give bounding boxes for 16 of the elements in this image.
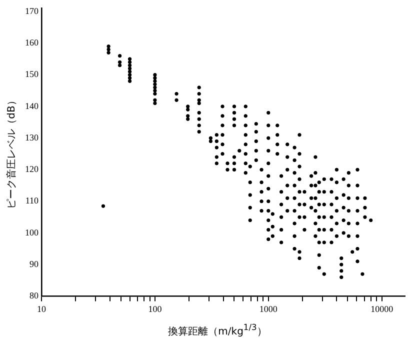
y-tick-label: 100 bbox=[25, 227, 39, 238]
y-tick-label: 170 bbox=[25, 6, 39, 16]
y-tick-label: 140 bbox=[25, 100, 39, 111]
x-tick-label: 10 bbox=[37, 304, 46, 314]
y-tick-label: 120 bbox=[25, 164, 39, 174]
y-axis-title: ピーク音圧レベル（dB） bbox=[6, 96, 18, 209]
y-tick-label: 160 bbox=[25, 38, 39, 48]
x-tick-label: 1000 bbox=[259, 304, 278, 314]
y-tick-label: 80 bbox=[30, 290, 39, 301]
y-tick-label: 110 bbox=[25, 196, 39, 206]
y-tick-label: 130 bbox=[25, 132, 39, 142]
y-tick-label: 90 bbox=[30, 258, 39, 269]
x-axis-title: 換算距離（m/kg$^{1/3}$） bbox=[167, 321, 268, 338]
y-tick-label: 150 bbox=[25, 69, 39, 80]
x-tick-label: 100 bbox=[148, 304, 162, 314]
x-tick-label: 10000 bbox=[370, 304, 394, 314]
